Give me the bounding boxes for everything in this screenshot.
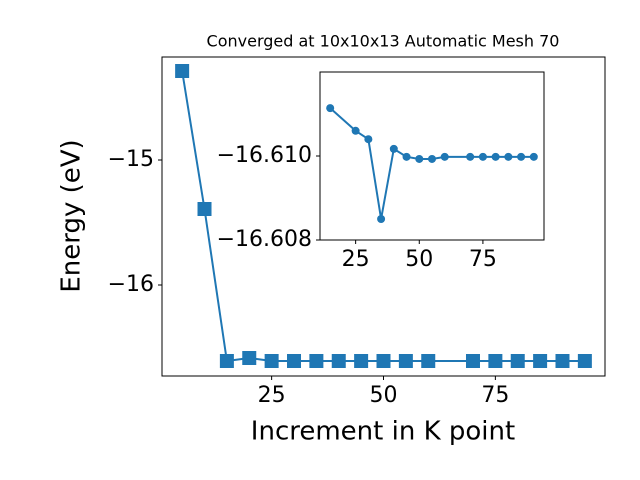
point xyxy=(440,152,449,161)
point xyxy=(510,354,525,368)
x-tick-label: 50 xyxy=(370,383,398,408)
point xyxy=(577,354,592,368)
point xyxy=(219,354,234,368)
chart-title: Converged at 10x10x13 Automatic Mesh 70 xyxy=(207,32,560,51)
point xyxy=(488,354,503,368)
point xyxy=(421,354,436,368)
point xyxy=(389,144,398,153)
point xyxy=(326,104,335,113)
point xyxy=(466,152,475,161)
y-tick-label: −16.610 xyxy=(217,143,312,168)
point xyxy=(354,354,369,368)
point xyxy=(491,152,500,161)
point xyxy=(428,154,436,163)
y-tick-label: −16 xyxy=(108,272,154,297)
point xyxy=(364,135,373,144)
point xyxy=(529,152,538,161)
x-tick-label: 50 xyxy=(405,247,433,272)
point xyxy=(478,152,487,161)
point xyxy=(197,202,212,216)
x-tick-label: 75 xyxy=(469,247,497,272)
point xyxy=(264,354,279,368)
point xyxy=(555,354,570,368)
point xyxy=(415,154,424,163)
y-tick-label: −15 xyxy=(108,147,154,172)
point xyxy=(351,126,360,135)
point xyxy=(402,152,411,161)
axes-frame xyxy=(319,71,545,241)
point xyxy=(504,152,513,161)
point xyxy=(376,354,391,368)
point xyxy=(309,354,324,368)
point xyxy=(465,354,480,368)
x-tick-label: 25 xyxy=(258,383,286,408)
point xyxy=(533,354,548,368)
axes-frame xyxy=(161,56,606,377)
x-tick-label: 75 xyxy=(481,383,509,408)
point xyxy=(517,152,526,161)
y-axis-label: Energy (eV) xyxy=(57,139,87,292)
point xyxy=(398,354,413,368)
point xyxy=(175,64,190,78)
x-axis-label: Increment in K point xyxy=(251,417,515,447)
point xyxy=(331,354,346,368)
point xyxy=(242,351,257,365)
point xyxy=(287,354,302,368)
x-tick-label: 25 xyxy=(342,247,370,272)
y-tick-label: −16.608 xyxy=(217,227,312,252)
point xyxy=(377,215,386,223)
